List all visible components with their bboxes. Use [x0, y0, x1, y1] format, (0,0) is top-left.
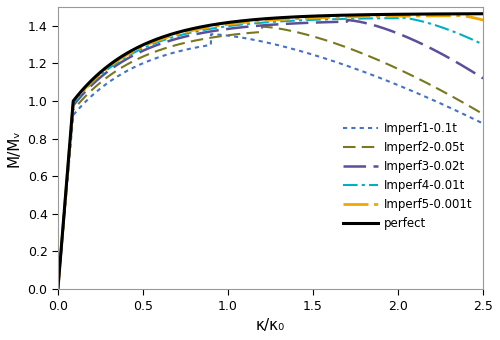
Line: Imperf3-0.02t: Imperf3-0.02t [58, 20, 483, 289]
perfect [55, 287, 61, 291]
Imperf2-0.05t [259, 25, 265, 29]
Imperf2-0.05t [55, 287, 61, 291]
Imperf1-0.1t [208, 32, 214, 36]
Imperf2-0.05t [262, 25, 268, 29]
Imperf3-0.02t [55, 287, 61, 291]
Imperf3-0.02t [262, 23, 268, 27]
Imperf4-0.01t [76, 94, 82, 98]
Line: Imperf1-0.1t: Imperf1-0.1t [58, 34, 483, 289]
Imperf1-0.1t [55, 287, 61, 291]
Imperf5-0.001t [468, 15, 474, 19]
Imperf4-0.01t [468, 37, 474, 41]
Imperf1-0.1t [262, 40, 268, 44]
Imperf3-0.02t [468, 69, 474, 73]
Imperf2-0.05t [468, 105, 474, 109]
Imperf3-0.02t [250, 24, 256, 28]
Imperf4-0.01t [55, 287, 61, 291]
Imperf4-0.01t [468, 37, 474, 41]
Imperf5-0.001t [480, 18, 486, 22]
Line: Imperf2-0.05t: Imperf2-0.05t [58, 27, 483, 289]
Imperf2-0.05t [468, 105, 474, 109]
Imperf5-0.001t [455, 13, 461, 17]
Imperf5-0.001t [250, 19, 256, 23]
perfect [250, 18, 256, 22]
Imperf1-0.1t [468, 116, 474, 120]
Imperf4-0.01t [250, 21, 256, 26]
Imperf5-0.001t [390, 14, 396, 18]
Imperf2-0.05t [390, 65, 396, 69]
Line: Imperf5-0.001t: Imperf5-0.001t [58, 15, 483, 289]
Imperf5-0.001t [76, 92, 82, 97]
Imperf2-0.05t [480, 112, 486, 116]
Line: perfect: perfect [58, 14, 483, 289]
Imperf4-0.01t [480, 42, 486, 47]
Imperf2-0.05t [250, 31, 256, 35]
Imperf3-0.02t [468, 69, 474, 73]
Imperf3-0.02t [480, 76, 486, 81]
Imperf3-0.02t [76, 96, 82, 100]
Imperf3-0.02t [390, 30, 396, 34]
Imperf4-0.01t [395, 15, 401, 19]
perfect [76, 91, 82, 95]
Y-axis label: M/Mᵥ: M/Mᵥ [7, 129, 22, 167]
X-axis label: κ/κ₀: κ/κ₀ [256, 318, 285, 333]
perfect [468, 12, 473, 16]
Imperf1-0.1t [390, 81, 396, 85]
Imperf5-0.001t [468, 15, 474, 19]
Imperf1-0.1t [250, 38, 256, 42]
Imperf2-0.05t [76, 101, 82, 105]
perfect [262, 17, 268, 21]
Imperf4-0.01t [390, 16, 396, 20]
Imperf1-0.1t [468, 116, 474, 120]
Imperf4-0.01t [262, 20, 268, 24]
perfect [468, 12, 474, 16]
Imperf5-0.001t [262, 19, 268, 23]
perfect [480, 12, 486, 16]
Legend: Imperf1-0.1t, Imperf2-0.05t, Imperf3-0.02t, Imperf4-0.01t, Imperf5-0.001t, perfe: Imperf1-0.1t, Imperf2-0.05t, Imperf3-0.0… [338, 118, 477, 235]
Imperf1-0.1t [76, 106, 82, 110]
Imperf1-0.1t [480, 121, 486, 125]
Line: Imperf4-0.01t: Imperf4-0.01t [58, 17, 483, 289]
perfect [390, 12, 396, 16]
Imperf5-0.001t [55, 287, 61, 291]
Imperf3-0.02t [344, 18, 350, 22]
